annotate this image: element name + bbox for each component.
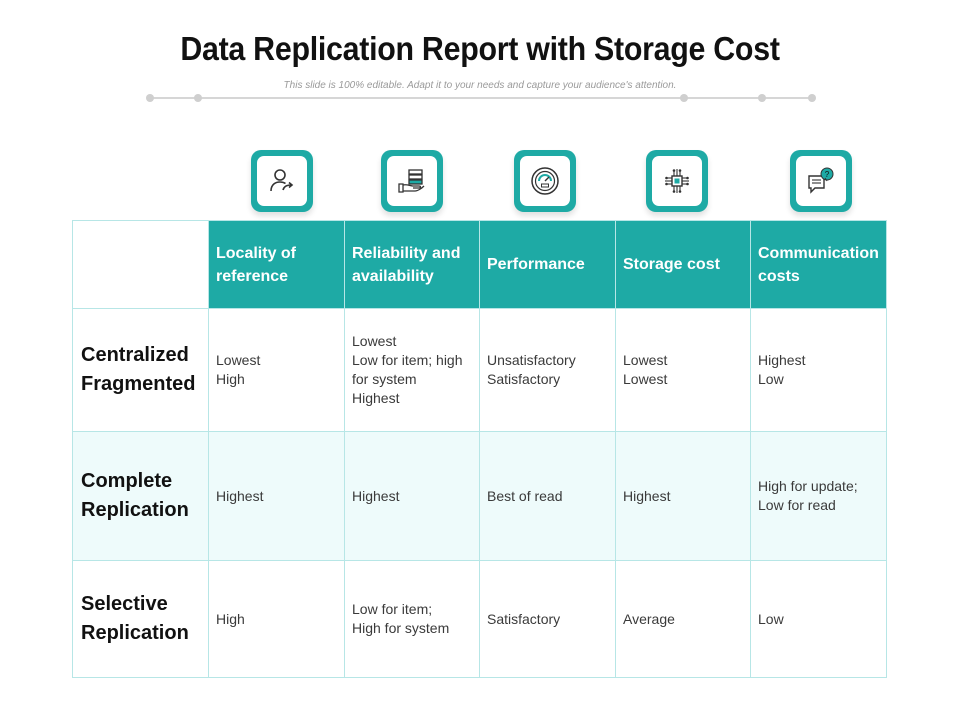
column-header-reliability: Reliability and availability: [344, 220, 480, 309]
cell-text: Satisfactory: [487, 610, 561, 627]
cell-text: Highest: [216, 487, 264, 504]
column-header-locality: Locality of reference: [208, 220, 345, 309]
table-cell: Low for item; High for system: [344, 560, 480, 678]
cell-text: for system: [352, 371, 417, 387]
column-header-performance: Performance: [479, 220, 616, 309]
cell-text: High for system: [352, 620, 450, 636]
table-cell: Unsatisfactory Satisfactory: [479, 308, 616, 432]
hand-server-icon: [398, 169, 425, 193]
table-cell: Highest: [344, 431, 480, 561]
header-text: costs: [758, 267, 800, 285]
divider-dot: [194, 94, 202, 102]
header-text: availability: [352, 267, 434, 285]
cell-text: Highest: [623, 487, 671, 504]
circuit-chip-icon: [665, 169, 689, 193]
cell-text: Average: [623, 610, 675, 627]
page-subtitle: This slide is 100% editable. Adapt it to…: [283, 80, 677, 91]
row-label: Selective Replication: [72, 560, 209, 678]
header-text: Storage cost: [623, 256, 720, 273]
icon-card-reliability: [381, 150, 443, 212]
divider-dot: [808, 94, 816, 102]
table-row: Centralized Fragmented Lowest High Lowes…: [72, 308, 887, 432]
cell-text: Low: [758, 610, 784, 627]
table-cell: Lowest Low for item; high for system Hig…: [344, 308, 480, 432]
divider-dot: [758, 94, 766, 102]
cell-text: High: [216, 610, 245, 627]
table-cell: Highest: [615, 431, 751, 561]
row-label: Complete Replication: [72, 431, 209, 561]
table-cell: High: [208, 560, 345, 678]
header-text: Locality of: [216, 244, 297, 262]
table-row: Selective Replication High Low for item;…: [72, 560, 887, 678]
svg-text:?: ?: [825, 170, 830, 179]
table-cell: Satisfactory: [479, 560, 616, 678]
cell-text: Low for item;: [352, 601, 433, 617]
row-label-text: Replication: [81, 622, 189, 644]
table-cell: Low: [750, 560, 887, 678]
table-cell: Average: [615, 560, 751, 678]
table-row: Complete Replication Highest Highest Bes…: [72, 431, 887, 561]
cell-text: Best of read: [487, 487, 563, 504]
column-header-storage-cost: Storage cost: [615, 220, 751, 309]
header-text: Communication: [758, 244, 879, 262]
row-label-text: Fragmented: [81, 373, 196, 395]
cell-text: Low for item; high: [352, 352, 463, 368]
icon-card-storage: [646, 150, 708, 212]
icon-card-performance: [514, 150, 576, 212]
row-label-text: Centralized: [81, 344, 189, 366]
table-cell: Highest Low: [750, 308, 887, 432]
cell-text: Lowest: [216, 352, 261, 368]
header-text: Performance: [487, 256, 585, 273]
cell-text: Lowest: [623, 371, 668, 387]
cell-text: High: [216, 371, 245, 387]
row-label-text: Replication: [81, 499, 189, 521]
cell-text: Highest: [352, 390, 400, 406]
table-cell: Highest: [208, 431, 345, 561]
row-label-text: Selective: [81, 593, 168, 615]
table-header-row: Locality of reference Reliability and av…: [72, 220, 887, 309]
page-title: Data Replication Report with Storage Cos…: [180, 30, 780, 67]
divider-line: [148, 97, 812, 99]
cell-text: Unsatisfactory: [487, 352, 576, 368]
table-cell: Lowest High: [208, 308, 345, 432]
cell-text: Satisfactory: [487, 371, 561, 387]
icon-card-locality: [251, 150, 313, 212]
cell-text: Lowest: [352, 333, 397, 349]
replication-table: Locality of reference Reliability and av…: [72, 220, 887, 678]
cell-text: Highest: [352, 487, 400, 504]
divider-dot: [680, 94, 688, 102]
cell-text: Lowest: [623, 352, 668, 368]
header-text: Reliability and: [352, 244, 461, 262]
cell-text: High for update;: [758, 478, 858, 494]
table-cell: High for update; Low for read: [750, 431, 887, 561]
user-share-icon: [270, 169, 294, 192]
divider-dot: [146, 94, 154, 102]
column-header-communication-costs: Communication costs: [750, 220, 887, 309]
table-cell: Best of read: [479, 431, 616, 561]
speedometer-icon: [531, 167, 559, 195]
chat-question-icon: ?: [808, 167, 834, 194]
subtitle-divider: This slide is 100% editable. Adapt it to…: [146, 80, 816, 106]
table-cell: Lowest Lowest: [615, 308, 751, 432]
icon-card-communication: ?: [790, 150, 852, 212]
table-corner-cell: [72, 220, 209, 309]
cell-text: Highest: [758, 352, 806, 368]
cell-text: Low: [758, 371, 784, 387]
cell-text: Low for read: [758, 497, 836, 513]
row-label: Centralized Fragmented: [72, 308, 209, 432]
row-label-text: Complete: [81, 470, 173, 492]
header-text: reference: [216, 267, 289, 285]
